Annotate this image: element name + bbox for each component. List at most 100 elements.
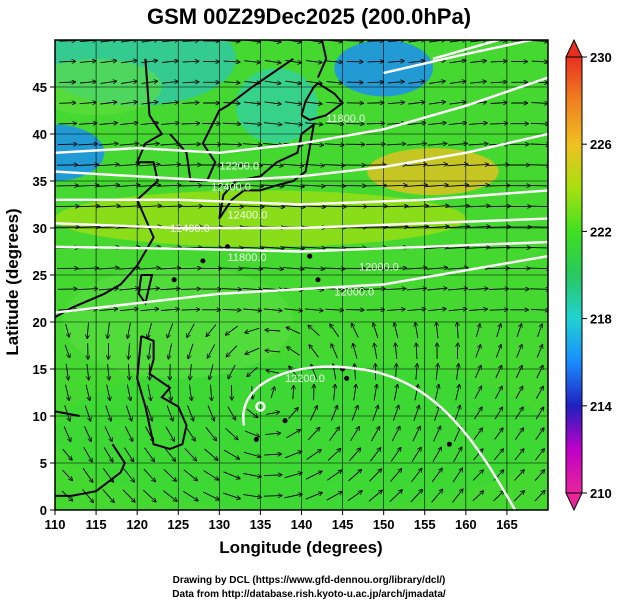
wind-vector [515, 407, 524, 420]
wind-vector [387, 61, 404, 62]
wind-vector [241, 164, 262, 165]
wind-vector [79, 82, 96, 83]
y-tick-label: 35 [33, 174, 47, 189]
wind-vector [373, 323, 379, 338]
wind-vector [428, 102, 445, 104]
wind-vector [516, 345, 522, 358]
y-axis-label: Latitude (degrees) [3, 208, 22, 355]
wind-vector [107, 322, 109, 339]
wind-vector [436, 364, 438, 380]
wind-vector [164, 447, 176, 461]
wind-vector [161, 102, 178, 104]
wind-vector [473, 428, 482, 440]
wind-vector [82, 468, 93, 482]
island [307, 253, 313, 259]
wind-vector [223, 492, 240, 499]
wind-vector [537, 324, 543, 338]
wind-vector [426, 164, 447, 166]
contour-line [383, 40, 532, 75]
wind-vector [528, 247, 548, 248]
wind-vector [466, 206, 490, 207]
wind-vector [351, 406, 358, 421]
contour-line [55, 76, 548, 155]
wind-vector [369, 469, 382, 482]
wind-vector [330, 406, 337, 421]
wind-vector [457, 364, 459, 380]
wind-vector [79, 102, 96, 103]
wind-vector [119, 309, 138, 311]
wind-vector [263, 475, 282, 476]
wind-vector [222, 309, 241, 310]
wind-vector [160, 144, 180, 145]
wind-vector [282, 185, 304, 187]
coastline [55, 443, 126, 497]
wind-vector [141, 61, 158, 63]
wind-vector [87, 363, 89, 380]
wind-vector [452, 489, 462, 503]
contour-label: 12200.0 [285, 373, 325, 385]
wind-vector [118, 185, 140, 187]
wind-vector [148, 322, 152, 338]
wind-vector [367, 61, 384, 62]
wind-vector [96, 206, 120, 207]
wind-vector [223, 103, 240, 104]
wind-vector [162, 81, 178, 83]
wind-vector [144, 447, 155, 462]
wind-vector [247, 367, 258, 376]
wind-vector [307, 428, 320, 441]
wind-vector [448, 144, 467, 146]
y-tick-label: 5 [40, 456, 47, 471]
wind-vector [304, 144, 323, 146]
wind-vector [329, 427, 340, 441]
wind-vector [227, 406, 236, 420]
wind-vector [353, 385, 356, 401]
wind-vector [293, 386, 294, 400]
wind-vector [536, 345, 542, 358]
wind-vector [534, 491, 545, 502]
wind-vector [100, 61, 117, 63]
wind-vector [445, 226, 469, 227]
wind-vector [322, 206, 346, 207]
wind-vector [367, 41, 384, 42]
wind-vector [530, 144, 548, 145]
wind-vector [206, 324, 217, 337]
y-tick-label: 30 [33, 221, 47, 236]
y-tick-label: 10 [33, 409, 47, 424]
wind-vector [352, 324, 359, 338]
wind-vector [244, 81, 260, 83]
wind-vector [118, 268, 140, 270]
wind-vector [426, 185, 448, 187]
wind-vector [66, 363, 68, 380]
wind-vector [490, 103, 507, 104]
wind-vector [325, 309, 343, 310]
wind-vector [447, 164, 467, 166]
wind-vector [392, 406, 398, 421]
wind-vector [77, 165, 98, 166]
wind-vector [407, 309, 426, 311]
wind-vector [449, 61, 466, 63]
wind-vector [120, 81, 137, 84]
wind-vector [203, 491, 219, 500]
wind-vector [466, 227, 490, 228]
wind-vector [241, 247, 263, 248]
colorbar-tick-label: 222 [590, 224, 612, 239]
wind-vector [495, 345, 501, 358]
wind-vector [78, 123, 97, 124]
wind-vector [102, 489, 114, 503]
wind-vector [163, 490, 177, 502]
wind-vector [166, 405, 173, 421]
wind-vector [428, 123, 446, 125]
wind-vector [305, 493, 323, 500]
wind-vector [305, 102, 322, 104]
wind-vector [474, 407, 482, 420]
wind-vector [366, 123, 385, 124]
contour-label: 12000.0 [334, 287, 374, 299]
wind-vector [303, 164, 324, 165]
wind-vector [371, 427, 379, 442]
wind-vector [211, 384, 212, 401]
island [282, 418, 288, 424]
wind-vector [323, 247, 345, 248]
wind-vector [263, 309, 282, 311]
y-tick-label: 25 [33, 268, 47, 283]
